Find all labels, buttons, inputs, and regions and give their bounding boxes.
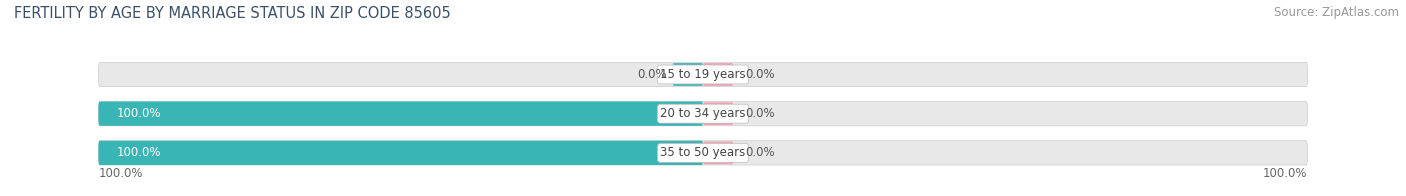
Text: 0.0%: 0.0% [637, 68, 666, 81]
Text: 100.0%: 100.0% [117, 146, 162, 159]
FancyBboxPatch shape [98, 102, 703, 126]
FancyBboxPatch shape [98, 102, 1308, 126]
Text: 100.0%: 100.0% [117, 107, 162, 120]
Text: 100.0%: 100.0% [1263, 167, 1308, 180]
FancyBboxPatch shape [98, 141, 1308, 165]
Text: 15 to 19 years: 15 to 19 years [661, 68, 745, 81]
FancyBboxPatch shape [98, 62, 1308, 87]
Text: Source: ZipAtlas.com: Source: ZipAtlas.com [1274, 6, 1399, 19]
FancyBboxPatch shape [672, 63, 703, 86]
Text: 20 to 34 years: 20 to 34 years [661, 107, 745, 120]
Text: 0.0%: 0.0% [745, 146, 775, 159]
FancyBboxPatch shape [98, 141, 703, 165]
Text: 0.0%: 0.0% [745, 68, 775, 81]
FancyBboxPatch shape [703, 63, 734, 86]
Bar [98, 102, 1308, 126]
Bar [98, 62, 1308, 87]
Text: 0.0%: 0.0% [745, 107, 775, 120]
Text: 35 to 50 years: 35 to 50 years [661, 146, 745, 159]
Bar [98, 141, 1308, 165]
FancyBboxPatch shape [703, 142, 734, 164]
FancyBboxPatch shape [703, 102, 734, 125]
Text: 100.0%: 100.0% [98, 167, 143, 180]
Text: FERTILITY BY AGE BY MARRIAGE STATUS IN ZIP CODE 85605: FERTILITY BY AGE BY MARRIAGE STATUS IN Z… [14, 6, 451, 21]
